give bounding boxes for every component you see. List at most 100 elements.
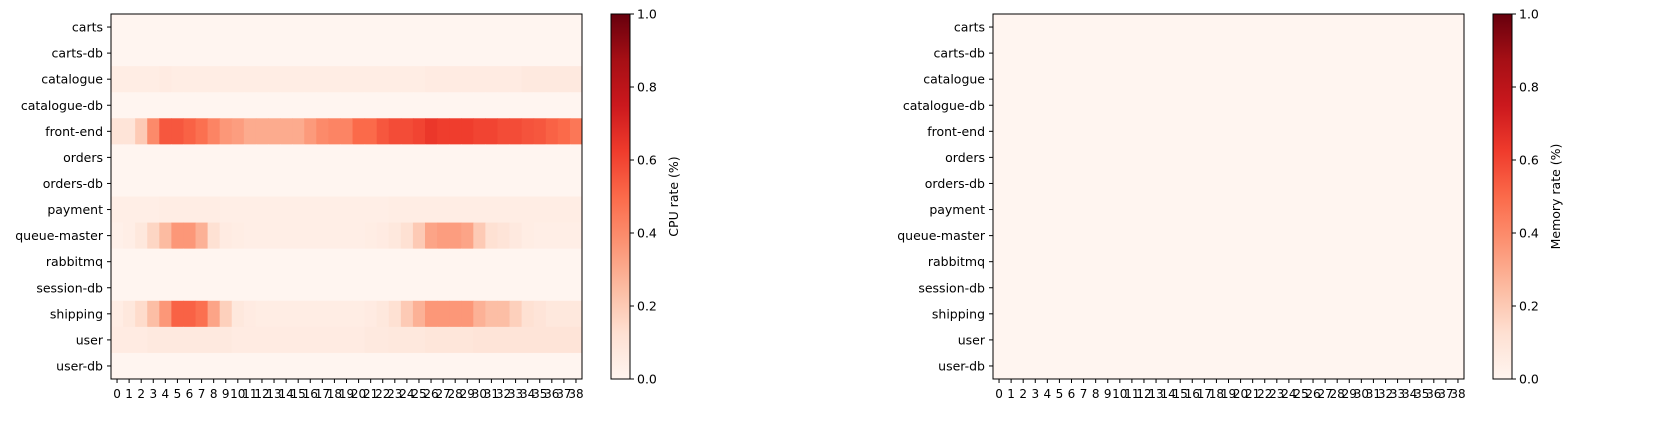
heatmap-cell [195, 196, 209, 224]
heatmap-cell [1427, 196, 1441, 224]
heatmap-cell [292, 222, 305, 250]
heatmap-cell [557, 326, 571, 354]
heatmap-cell [1077, 274, 1091, 302]
heatmap-cell [1077, 222, 1091, 250]
heatmap-cell [207, 40, 221, 67]
heatmap-cell [1331, 92, 1344, 119]
heatmap-cell [1222, 40, 1236, 67]
heatmap-cell [243, 118, 257, 145]
heatmap-cell [1210, 222, 1223, 250]
heatmap-cell [1282, 170, 1296, 197]
heatmap-cell [533, 248, 547, 276]
heatmap-cell [243, 274, 257, 302]
heatmap-cell [159, 222, 172, 250]
heatmap-cell [183, 274, 197, 302]
heatmap-cell [1101, 222, 1115, 250]
heatmap-cell [1101, 326, 1115, 354]
heatmap-cell [557, 92, 571, 119]
heatmap-cell [1379, 144, 1393, 171]
heatmap-cell [1222, 66, 1236, 93]
heatmap-cell [207, 274, 221, 302]
heatmap-cell [280, 92, 293, 119]
y-tick-label: queue-master [15, 228, 104, 243]
x-tick-label: 38 [1450, 387, 1465, 401]
heatmap-cell [1258, 222, 1272, 250]
heatmap-cell [1150, 14, 1163, 41]
heatmap-cell [328, 40, 341, 67]
x-tick-label: 17 [315, 387, 330, 401]
heatmap-cell [219, 40, 233, 67]
heatmap-cell [1427, 118, 1441, 145]
heatmap-cell [425, 300, 438, 328]
heatmap-cell [1065, 40, 1079, 67]
heatmap-cell [219, 222, 233, 250]
heatmap-cell [207, 66, 221, 93]
heatmap-cell [1222, 352, 1236, 380]
heatmap-cell [292, 300, 305, 328]
heatmap-cell [1258, 196, 1272, 224]
heatmap-cell [1379, 92, 1393, 119]
heatmap-cell [1234, 326, 1248, 354]
heatmap-cell [1367, 222, 1380, 250]
x-tick-label: 24 [399, 387, 414, 401]
heatmap-cell [1367, 300, 1380, 328]
heatmap-cell [1077, 300, 1091, 328]
heatmap-cell [437, 300, 450, 328]
heatmap-cell [183, 326, 197, 354]
heatmap-cell [1029, 196, 1042, 224]
heatmap-cell [364, 66, 378, 93]
heatmap-cell [1403, 248, 1417, 276]
heatmap-cell [207, 14, 221, 41]
heatmap-cell [1005, 326, 1018, 354]
heatmap-cell [328, 144, 341, 171]
heatmap-cell [461, 92, 474, 119]
heatmap-cell [1041, 274, 1054, 302]
heatmap-cell [533, 326, 547, 354]
heatmap-cell [328, 352, 341, 380]
y-tick-label: rabbitmq [46, 254, 103, 269]
heatmap-cell [497, 274, 511, 302]
heatmap-cell [1005, 66, 1018, 93]
heatmap-cell [1137, 118, 1151, 145]
heatmap-cell [231, 118, 245, 145]
heatmap-cell [1331, 274, 1344, 302]
heatmap-cell [376, 170, 390, 197]
heatmap-cell [485, 248, 498, 276]
heatmap-cell [1343, 40, 1356, 67]
heatmap-cell [1427, 14, 1441, 41]
heatmap-cell [1451, 170, 1465, 197]
heatmap-cell [1307, 92, 1320, 119]
heatmap-cell [1113, 14, 1127, 41]
heatmap-cell [412, 326, 426, 354]
heatmap-cell [304, 14, 317, 41]
heatmap-cell [1355, 326, 1368, 354]
heatmap-cell [1294, 14, 1308, 41]
heatmap-cell [485, 118, 498, 145]
heatmap-cell [304, 326, 317, 354]
heatmap-cell [159, 118, 172, 145]
heatmap-cell [340, 326, 354, 354]
heatmap-cell [1029, 352, 1042, 380]
heatmap-cell [219, 274, 233, 302]
heatmap-cell [485, 352, 498, 380]
heatmap-cell [159, 274, 172, 302]
heatmap-cell [1017, 222, 1030, 250]
heatmap-cell [1174, 144, 1187, 171]
heatmap-cell [1319, 274, 1332, 302]
heatmap-cell [1077, 170, 1091, 197]
heatmap-cell [437, 274, 450, 302]
x-tick-label: 12 [1136, 387, 1151, 401]
heatmap-cell [328, 222, 341, 250]
heatmap-cell [1343, 14, 1356, 41]
heatmap-cell [171, 326, 184, 354]
y-tick-label: user-db [56, 358, 103, 373]
heatmap-cell [1427, 352, 1441, 380]
heatmap-cell [1210, 196, 1223, 224]
heatmap-cell [1307, 14, 1320, 41]
heatmap-cell [1150, 170, 1163, 197]
heatmap-cell [497, 66, 511, 93]
heatmap-cell [1234, 14, 1248, 41]
heatmap-cell [497, 222, 511, 250]
x-tick-label: 25 [1293, 387, 1308, 401]
heatmap-cell [557, 222, 571, 250]
